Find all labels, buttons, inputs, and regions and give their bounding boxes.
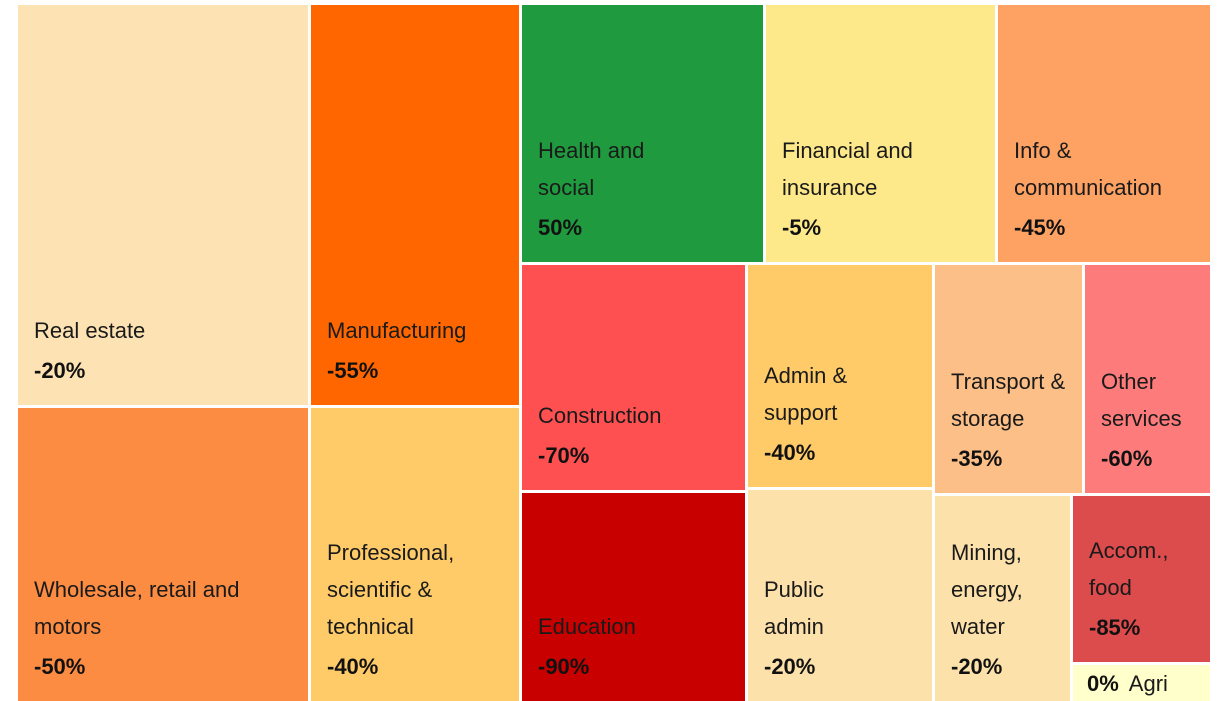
tile: Transport & storage -35%	[935, 265, 1082, 493]
tile: Professional, scientific & technical -40%	[311, 408, 519, 701]
tile-label: Public admin	[764, 577, 824, 639]
tile: 0% Agri	[1073, 665, 1210, 701]
value-label: -70%	[538, 443, 590, 468]
tile-label: Agri	[1128, 671, 1168, 696]
value-label: -40%	[764, 440, 816, 465]
tile: Education -90%	[522, 493, 745, 701]
tile: Admin & support -40%	[748, 265, 932, 487]
value-label: 50%	[538, 215, 583, 240]
tile: Real estate -20%	[18, 5, 308, 405]
tile: Info & communication -45%	[998, 5, 1210, 262]
value-label: 0%	[1087, 671, 1119, 696]
value-label: -40%	[327, 654, 379, 679]
value-label: -60%	[1101, 446, 1153, 471]
value-label: -5%	[782, 215, 822, 240]
value-label: -20%	[34, 358, 86, 383]
tile-label: Manufacturing	[327, 318, 467, 343]
tile: Wholesale, retail and motors -50%	[18, 408, 308, 701]
tile-label: Financial and insurance	[782, 138, 913, 200]
tile-label: Accom., food	[1089, 538, 1169, 600]
value-label: -90%	[538, 654, 590, 679]
tile: Mining, energy, water -20%	[935, 496, 1070, 701]
tile: Public admin -20%	[748, 490, 932, 701]
tile: Construction -70%	[522, 265, 745, 490]
tile-label: Admin & support	[764, 363, 848, 425]
tile-label: Other services	[1101, 369, 1182, 431]
value-label: -55%	[327, 358, 379, 383]
tile: Health and social 50%	[522, 5, 763, 262]
tile: Financial and insurance -5%	[766, 5, 995, 262]
value-label: -85%	[1089, 615, 1141, 640]
value-label: -50%	[34, 654, 86, 679]
tile-label: Info & communication	[1014, 138, 1162, 200]
value-label: -35%	[951, 446, 1003, 471]
tile-label: Real estate	[34, 318, 146, 343]
tile-label: Mining, energy, water	[951, 540, 1023, 639]
tile-label: Education	[538, 614, 636, 639]
value-label: -20%	[764, 654, 816, 679]
value-label: -20%	[951, 654, 1003, 679]
tile: Manufacturing -55%	[311, 5, 519, 405]
tile-label: Health and social	[538, 138, 645, 200]
tile: Other services -60%	[1085, 265, 1210, 493]
tile: Accom., food -85%	[1073, 496, 1210, 662]
tile-label: Transport & storage	[951, 369, 1066, 431]
value-label: -45%	[1014, 215, 1066, 240]
tile-label: Wholesale, retail and motors	[34, 577, 240, 639]
tile-label: Construction	[538, 403, 662, 428]
tile-label: Professional, scientific & technical	[327, 540, 455, 639]
